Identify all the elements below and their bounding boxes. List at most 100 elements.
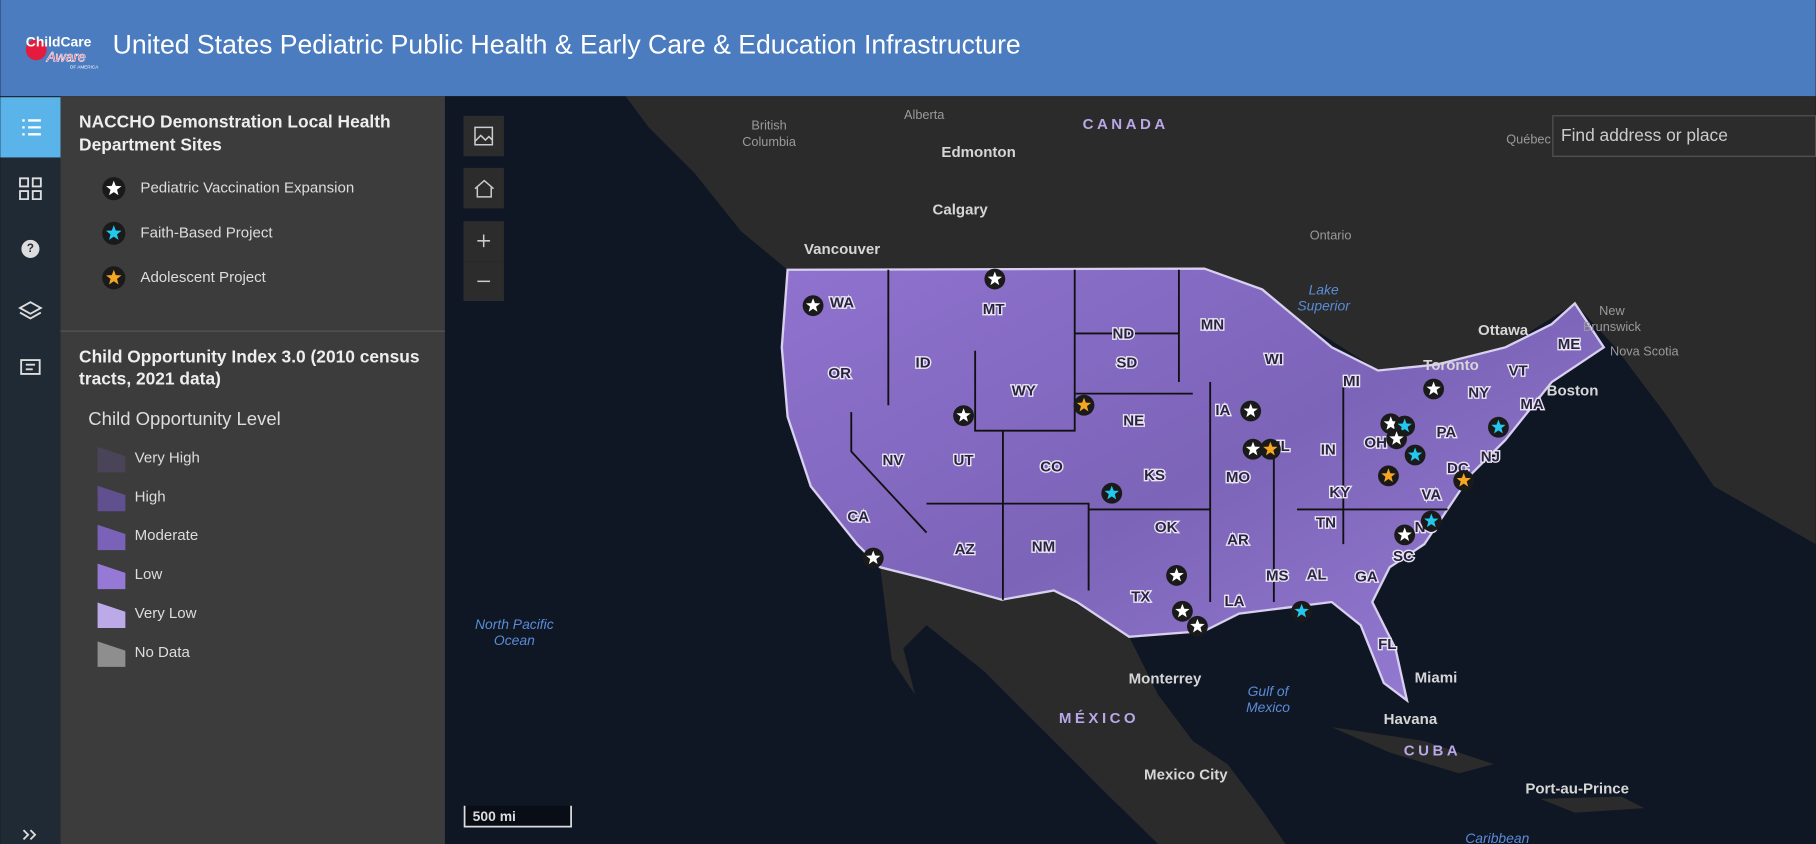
icon-rail [0, 96, 61, 844]
state-label: TN [1316, 514, 1336, 531]
scale-bar [463, 805, 572, 828]
help-icon[interactable] [21, 239, 40, 258]
state-label: IA [1215, 402, 1230, 419]
place-label: Québec [1506, 131, 1551, 146]
site-marker[interactable] [1294, 603, 1309, 618]
site-marker[interactable] [1407, 447, 1423, 462]
place-label: Mexico [1246, 699, 1290, 715]
state-label: MT [983, 301, 1006, 318]
site-marker[interactable] [1263, 441, 1278, 456]
site-marker[interactable] [1491, 419, 1506, 434]
legend-label: Moderate [135, 527, 199, 544]
legend-label: No Data [135, 644, 191, 661]
state-label: AL [1307, 566, 1327, 583]
site-marker[interactable] [1243, 403, 1258, 418]
place-label: Boston [1547, 382, 1599, 399]
map-controls [463, 115, 504, 302]
state-label: NM [1032, 539, 1055, 556]
site-marker[interactable] [1169, 567, 1184, 582]
site-marker[interactable] [1381, 468, 1396, 482]
site-marker[interactable] [1190, 618, 1205, 633]
place-label: Monterrey [1129, 671, 1202, 688]
state-label: IN [1321, 441, 1336, 458]
place-label: Miami [1415, 669, 1458, 686]
state-label: SD [1116, 355, 1137, 372]
place-label: CUBA [1404, 742, 1461, 759]
place-label: Superior [1297, 297, 1351, 313]
logo-text: Aware [46, 49, 86, 65]
state-label: AR [1227, 532, 1249, 549]
mexico-land [880, 567, 1286, 844]
site-marker[interactable] [1389, 431, 1404, 445]
site-marker[interactable] [1424, 513, 1439, 528]
site-marker[interactable] [1383, 416, 1398, 430]
state-label: VT [1509, 363, 1529, 380]
state-label: ME [1558, 336, 1581, 353]
state-label: WA [830, 294, 854, 311]
site-marker[interactable] [987, 271, 1003, 286]
site-marker[interactable] [1397, 527, 1412, 542]
basemap-toggle[interactable] [463, 115, 504, 157]
home-button[interactable] [463, 167, 504, 209]
canada-land [444, 96, 1816, 545]
site-marker[interactable] [1104, 485, 1119, 500]
legend-label: Adolescent Project [140, 269, 266, 286]
place-label: North Pacific [475, 616, 554, 632]
expand-icon[interactable] [22, 829, 37, 841]
legend-label: Low [135, 566, 163, 583]
logo[interactable]: ChildCare Aware OF AMERICA [25, 34, 99, 70]
legend-swatch [97, 524, 126, 551]
site-marker[interactable] [1397, 418, 1412, 433]
place-label: Vancouver [804, 241, 880, 258]
place-label: Nova Scotia [1610, 343, 1680, 358]
state-label: KY [1329, 484, 1350, 501]
legend-swatch [97, 485, 126, 512]
basemap-icon[interactable] [19, 177, 42, 201]
state-label: UT [954, 452, 975, 469]
place-label: Port-au-Prince [1525, 781, 1629, 798]
site-marker[interactable] [1076, 397, 1092, 412]
logo-text: OF AMERICA [70, 64, 99, 69]
legend-heading: Department Sites [79, 134, 222, 154]
site-marker[interactable] [866, 550, 881, 565]
layers-icon[interactable] [18, 301, 43, 320]
us-choropleth[interactable] [780, 267, 1606, 704]
state-borders [850, 269, 1448, 603]
place-label: Alberta [904, 107, 945, 122]
site-markers [802, 268, 1509, 637]
state-label: GA [1355, 569, 1378, 586]
state-label: OH [1364, 434, 1387, 451]
legend-symbol [106, 180, 122, 196]
state-label: NV [882, 452, 903, 469]
site-marker[interactable] [805, 298, 821, 312]
state-label: ID [916, 355, 931, 372]
state-label: ND [1112, 326, 1134, 343]
legend-subtitle: Child Opportunity Level [88, 408, 280, 429]
legend-heading: tracts, 2021 data) [79, 368, 221, 388]
header-title: United States Pediatric Public Health & … [113, 29, 1021, 59]
state-label: PA [1436, 424, 1456, 441]
place-label: British [751, 118, 786, 133]
site-marker[interactable] [1175, 603, 1190, 618]
state-label: VA [1421, 486, 1441, 503]
share-icon[interactable] [20, 359, 41, 375]
site-marker[interactable] [956, 408, 971, 422]
place-label: Ottawa [1478, 322, 1529, 339]
state-label: FL [1378, 636, 1396, 653]
level-legend: Very High High Moderate Low Very Low No Data [97, 446, 200, 667]
place-label: Columbia [742, 134, 797, 149]
place-label: Lake [1309, 281, 1339, 297]
place-label: Brunswick [1583, 319, 1642, 334]
search-box[interactable] [1552, 115, 1816, 157]
site-marker[interactable] [1456, 472, 1471, 487]
site-marker[interactable] [1245, 441, 1261, 456]
place-label: Gulf of [1248, 683, 1291, 699]
state-label: KS [1144, 467, 1165, 484]
site-marker[interactable] [1426, 381, 1441, 396]
state-label: NY [1468, 385, 1489, 402]
state-label: MS [1266, 568, 1289, 585]
place-label: CANADA [1083, 116, 1169, 133]
place-label: Caribbean [1465, 830, 1529, 844]
site-legend: Pediatric Vaccination Expansion Faith-Bas… [102, 177, 354, 290]
